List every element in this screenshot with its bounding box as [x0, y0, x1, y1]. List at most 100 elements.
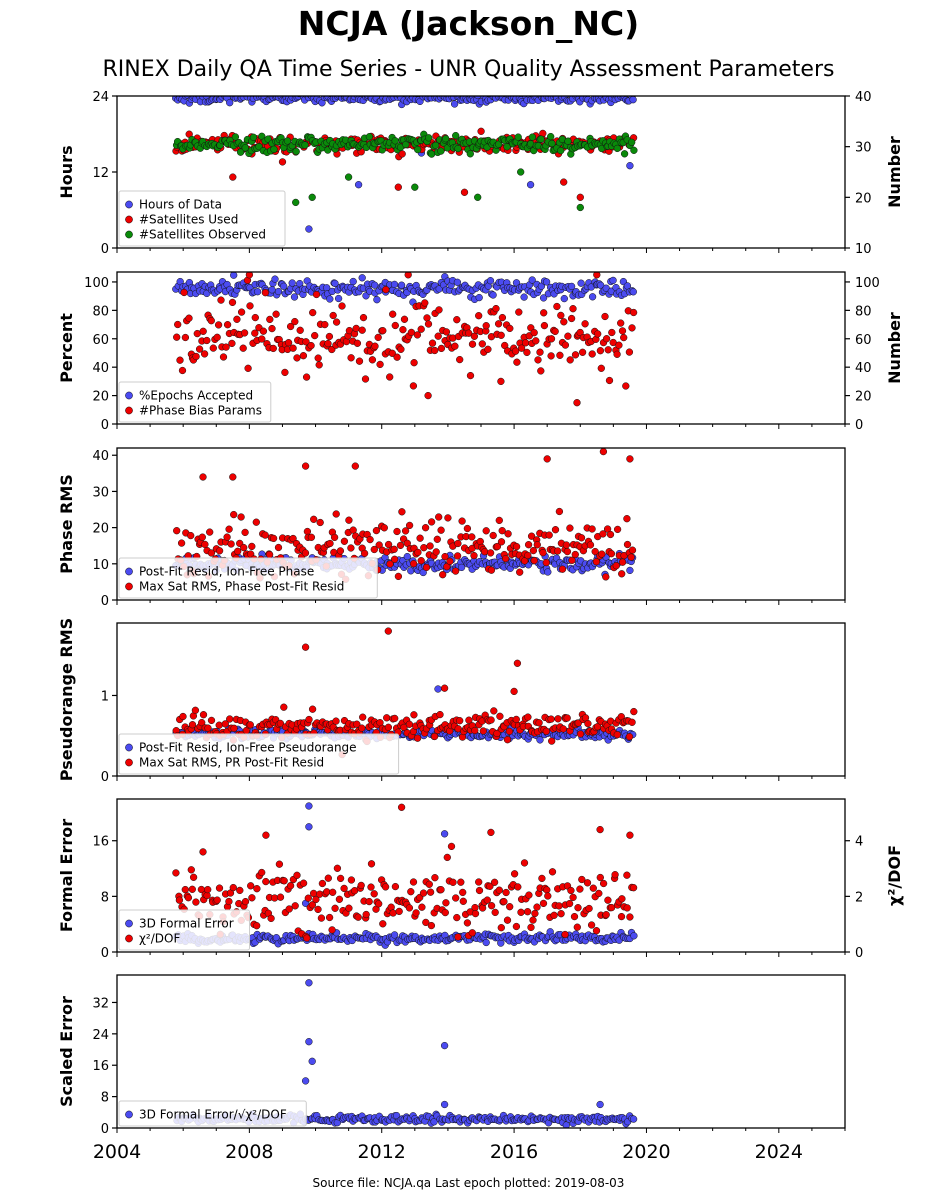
data-point — [463, 524, 472, 533]
data-point — [557, 146, 565, 155]
data-point — [187, 531, 195, 540]
data-point — [532, 337, 540, 345]
data-point — [566, 356, 574, 364]
data-point — [421, 299, 429, 307]
data-point — [513, 358, 521, 366]
data-point — [423, 314, 431, 322]
data-point — [498, 313, 507, 322]
y-tick-label: 8 — [101, 1091, 109, 1106]
outlier-point — [305, 802, 313, 810]
data-point — [458, 517, 466, 525]
data-point — [602, 573, 610, 581]
data-point — [551, 327, 559, 336]
data-point — [475, 293, 483, 302]
data-point — [376, 360, 384, 369]
data-point — [252, 518, 260, 526]
data-point — [626, 566, 634, 575]
data-point — [226, 99, 234, 107]
data-point — [311, 331, 319, 340]
y-right-axis-label: Number — [885, 136, 904, 208]
data-point — [453, 278, 462, 286]
legend-marker — [125, 200, 133, 209]
series-3 — [172, 130, 638, 212]
data-point — [465, 716, 473, 724]
data-point — [444, 514, 452, 522]
data-point — [229, 883, 237, 892]
data-point — [425, 134, 433, 142]
outlier-point — [262, 831, 270, 839]
data-point — [200, 350, 209, 358]
data-point — [370, 545, 378, 554]
data-point — [542, 727, 550, 735]
legend-marker — [125, 919, 133, 928]
data-point — [361, 375, 370, 383]
data-point — [380, 524, 388, 532]
legend-label: #Phase Bias Params — [139, 404, 262, 418]
data-point — [497, 924, 505, 932]
data-point — [433, 535, 441, 543]
data-point — [430, 732, 439, 741]
data-point — [432, 141, 440, 150]
data-point — [540, 321, 549, 330]
data-point — [567, 282, 576, 291]
data-point — [545, 531, 553, 539]
data-point — [240, 329, 249, 337]
data-point — [357, 881, 365, 890]
data-point — [386, 560, 394, 568]
data-point — [496, 712, 504, 720]
data-point — [543, 886, 551, 894]
data-point — [489, 531, 497, 540]
data-point — [388, 349, 396, 357]
data-point — [468, 340, 477, 348]
x-tick-label: 2004 — [93, 1141, 141, 1163]
data-point — [471, 903, 479, 912]
data-point — [329, 311, 337, 320]
data-point — [561, 341, 570, 349]
data-point — [241, 897, 250, 906]
data-point — [223, 321, 232, 329]
outlier-point — [576, 193, 584, 201]
data-point — [413, 734, 422, 742]
data-point — [487, 566, 496, 574]
data-point — [557, 910, 565, 918]
data-point — [523, 348, 531, 357]
data-point — [534, 356, 542, 364]
outlier-point — [434, 685, 442, 693]
data-point — [233, 315, 241, 323]
data-point — [239, 344, 247, 352]
legend-label: 3D Formal Error — [139, 917, 234, 931]
data-point — [573, 923, 581, 931]
legend-marker — [125, 582, 133, 591]
data-point — [497, 331, 505, 339]
data-point — [177, 539, 186, 547]
data-point — [382, 285, 390, 294]
data-point — [349, 277, 357, 286]
data-point — [628, 138, 636, 146]
data-point — [567, 886, 575, 895]
panel-4: 0 1 Pseudorange RMS Post-Fit Resid, Ion-Fre… — [57, 618, 846, 785]
data-point — [587, 921, 596, 929]
data-point — [308, 705, 317, 713]
data-point — [274, 543, 283, 552]
data-point — [562, 541, 571, 549]
data-point — [198, 533, 206, 541]
y-tick-label: 0 — [101, 770, 109, 785]
panel-3: 0 10 20 30 40 Phase RMS Post-Fit Resid, Ion-Fr… — [57, 447, 846, 609]
data-point — [548, 737, 556, 745]
data-point — [504, 530, 512, 538]
data-point — [321, 320, 329, 329]
data-point — [399, 326, 407, 334]
data-point — [453, 913, 461, 922]
data-point — [424, 320, 433, 328]
data-point — [450, 100, 459, 108]
data-point — [393, 353, 401, 361]
data-point — [217, 296, 225, 304]
outlier-point — [305, 1038, 313, 1046]
data-point — [577, 534, 586, 542]
data-point — [353, 720, 361, 728]
data-point — [409, 878, 418, 886]
data-point — [576, 885, 584, 893]
data-point — [436, 710, 444, 719]
data-point — [524, 551, 532, 560]
data-point — [568, 556, 576, 564]
